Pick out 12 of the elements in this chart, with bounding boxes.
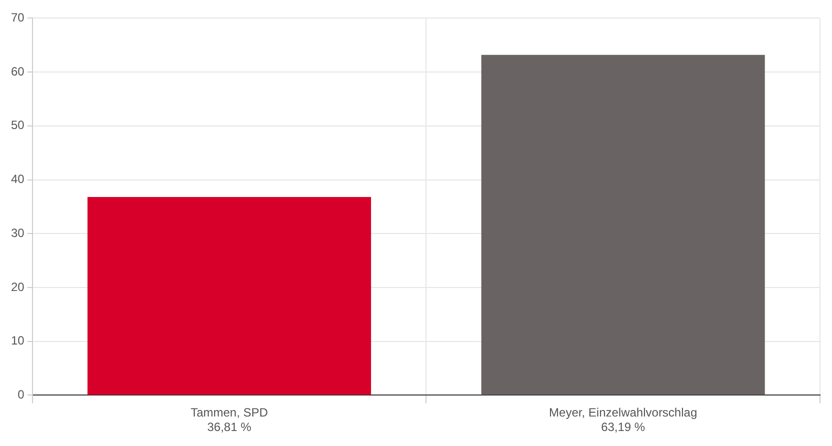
y-tick-label: 40 [10,172,25,186]
data-label: 63,19 % [601,420,646,434]
y-tick-label: 60 [10,64,25,78]
x-tick-label: Meyer, Einzelwahlvorschlag [549,406,698,420]
y-tick-label: 30 [10,226,25,240]
x-tick-label: Tammen, SPD [190,406,268,420]
data-label: 36,81 % [207,420,252,434]
y-tick-label: 50 [10,118,25,132]
y-tick-label: 20 [10,280,25,294]
y-tick-label: 70 [10,10,25,25]
y-tick-label: 10 [10,334,25,348]
y-tick-label: 0 [18,388,25,402]
